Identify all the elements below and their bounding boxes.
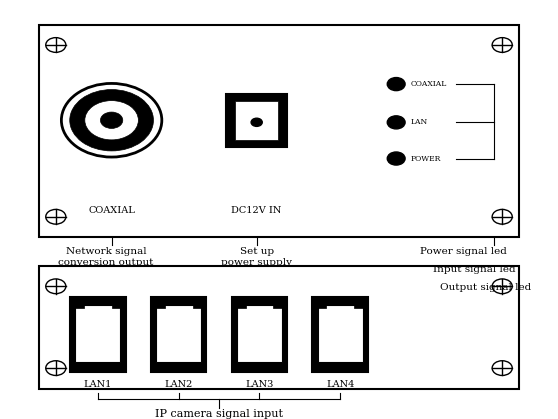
Circle shape: [85, 101, 138, 140]
Bar: [232, 297, 287, 372]
Text: Set up
power supply: Set up power supply: [221, 248, 292, 267]
Bar: [235, 101, 278, 140]
Bar: [70, 297, 126, 372]
Bar: [318, 305, 363, 362]
Bar: [112, 298, 120, 308]
Text: COAXIAL: COAXIAL: [88, 206, 135, 215]
Bar: [273, 298, 282, 308]
Bar: [193, 298, 201, 308]
Bar: [237, 298, 246, 308]
Bar: [75, 298, 84, 308]
Circle shape: [100, 112, 123, 129]
Text: LAN2: LAN2: [165, 380, 193, 388]
Circle shape: [251, 118, 262, 127]
Circle shape: [387, 116, 405, 129]
Bar: [156, 305, 201, 362]
Text: Output signal led: Output signal led: [440, 283, 531, 292]
Text: LAN4: LAN4: [326, 380, 354, 388]
Bar: [226, 94, 287, 147]
Bar: [39, 25, 519, 237]
Circle shape: [387, 78, 405, 91]
Text: LAN: LAN: [410, 119, 427, 127]
Bar: [237, 305, 282, 362]
Bar: [75, 305, 120, 362]
Bar: [354, 298, 363, 308]
Bar: [318, 298, 326, 308]
Text: DC12V IN: DC12V IN: [232, 206, 282, 215]
Text: LAN3: LAN3: [246, 380, 273, 388]
Text: COAXIAL: COAXIAL: [410, 80, 446, 88]
Circle shape: [70, 90, 153, 151]
Circle shape: [387, 152, 405, 165]
Text: Power signal led: Power signal led: [420, 248, 507, 256]
Bar: [151, 297, 206, 372]
Bar: [312, 297, 368, 372]
Text: Input signal led: Input signal led: [433, 265, 516, 274]
Text: LAN1: LAN1: [84, 380, 112, 388]
Bar: [39, 266, 519, 388]
Text: Network signal
conversion output: Network signal conversion output: [59, 248, 153, 267]
Text: IP camera signal input: IP camera signal input: [155, 409, 283, 419]
Text: POWER: POWER: [410, 155, 440, 163]
Bar: [156, 298, 165, 308]
